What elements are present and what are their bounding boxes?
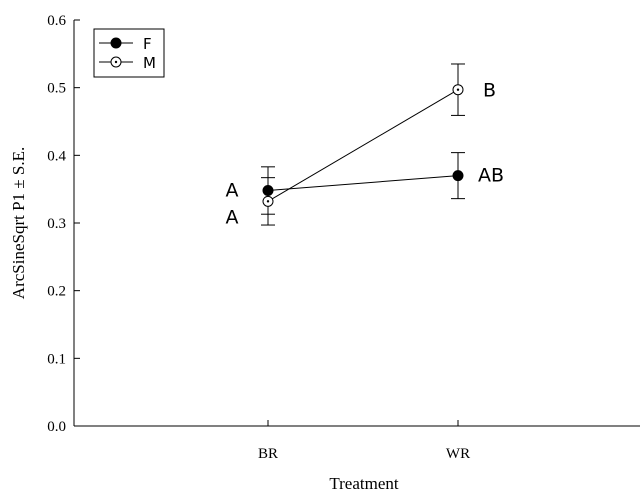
- significance-label: B: [483, 80, 496, 102]
- x-axis-label: Treatment: [329, 474, 399, 491]
- legend: F M: [93, 28, 165, 78]
- significance-label: A: [226, 180, 239, 202]
- x-tick-label: BR: [258, 446, 278, 462]
- y-tick-label: 0.3: [47, 216, 66, 232]
- y-tick-label: 0.6: [47, 13, 66, 29]
- legend-label-f: F: [143, 35, 152, 53]
- series-line-f: [267, 175, 459, 192]
- y-tick-label: 0.1: [47, 351, 66, 367]
- y-tick-label: 0.2: [47, 284, 66, 300]
- legend-box: [93, 28, 165, 78]
- significance-label: A: [226, 206, 239, 228]
- legend-marker-m-dot: [114, 60, 118, 64]
- y-tick-label: 0.5: [47, 81, 66, 97]
- legend-marker-f: [110, 37, 122, 49]
- x-ticks: BR WR: [258, 420, 470, 462]
- axes: [73, 20, 640, 427]
- y-tick-label: 0.0: [47, 419, 66, 435]
- significance-label: AB: [478, 165, 504, 187]
- data-point-center-m: [456, 88, 460, 91]
- y-ticks: 0.0 0.1 0.2 0.3 0.4 0.5 0.6: [47, 13, 80, 435]
- series-line-m: [267, 89, 459, 202]
- data-point-center-m: [266, 200, 270, 203]
- data-point-f: [452, 170, 464, 182]
- legend-label-m: M: [143, 54, 156, 72]
- x-tick-label: WR: [446, 446, 470, 462]
- y-axis-label: ArcSineSqrt P1 ± S.E.: [9, 147, 28, 299]
- y-tick-label: 0.4: [47, 148, 66, 164]
